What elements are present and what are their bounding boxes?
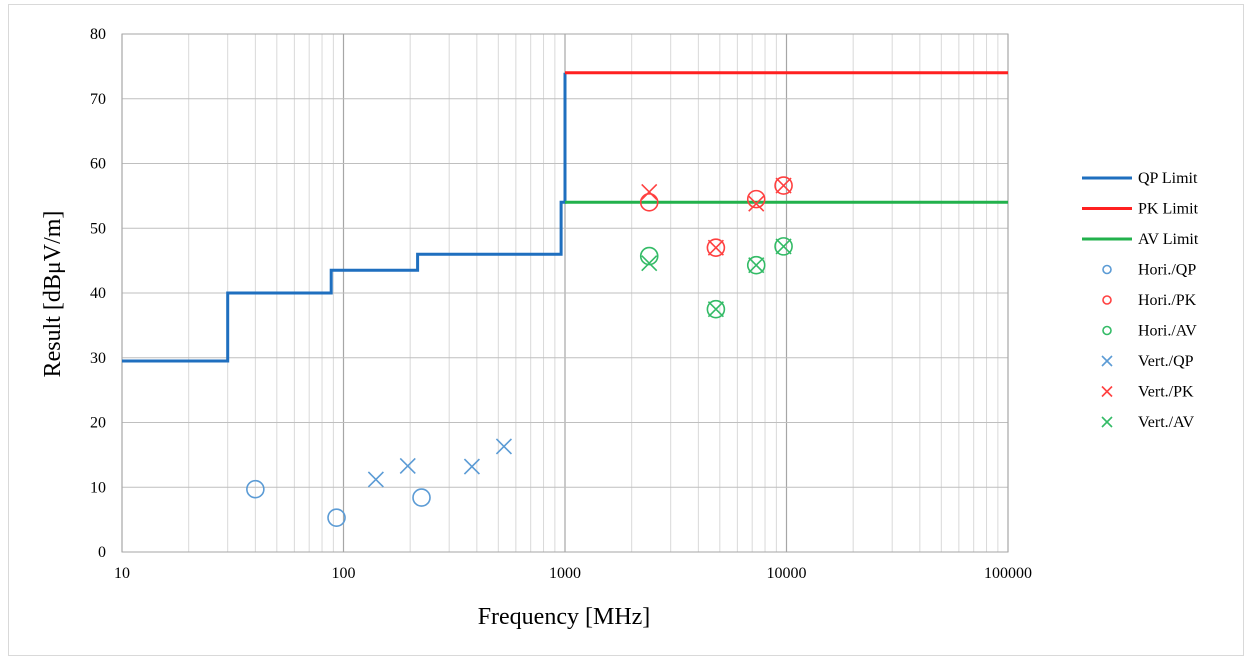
x-axis-title: Frequency [MHz] — [478, 604, 651, 630]
legend-marker-hori-pk — [1102, 295, 1112, 305]
y-tick-label: 10 — [90, 479, 106, 496]
vert-pk-point — [707, 239, 724, 256]
x-tick-label: 10000 — [767, 565, 807, 582]
hori-qp-point — [246, 479, 265, 499]
vert-pk-point — [641, 183, 658, 201]
legend-label: Vert./QP — [1138, 353, 1194, 370]
vert-pk-point-stroke — [748, 195, 765, 212]
data-points — [246, 176, 793, 527]
legend-label: PK Limit — [1138, 201, 1199, 218]
hori-qp-point — [327, 508, 346, 527]
x-tick-label: 10 — [114, 565, 130, 582]
y-axis-title: Result [dBμV/m] — [40, 211, 66, 378]
legend-label: QP Limit — [1138, 170, 1198, 187]
vert-qp-point-stroke — [399, 457, 416, 474]
legend-marker-vert-pk-stroke — [1101, 385, 1113, 398]
vert-qp-point — [399, 457, 416, 474]
y-tick-label: 50 — [90, 220, 106, 237]
plot-area-border — [121, 33, 1009, 553]
hori-av-point — [639, 246, 659, 266]
vert-pk-point-stroke — [775, 177, 792, 194]
vert-qp-point-stroke — [367, 471, 384, 488]
y-tick-label: 40 — [90, 285, 106, 302]
legend-label: Vert./AV — [1138, 414, 1195, 431]
legend-label: Hori./QP — [1138, 262, 1196, 279]
x-tick-label: 100000 — [984, 565, 1032, 582]
vert-av-point — [641, 255, 658, 272]
legend-label: Hori./PK — [1138, 292, 1197, 309]
legend-label: Vert./PK — [1138, 384, 1194, 401]
hori-pk-point — [746, 189, 766, 209]
y-tick-label: 70 — [90, 91, 106, 108]
y-tick-label: 80 — [90, 26, 106, 43]
legend-marker-hori-av — [1102, 325, 1112, 336]
y-tick-label: 30 — [90, 350, 106, 367]
hori-pk-point — [706, 238, 726, 257]
legend: QP Limit PK Limit AV Limit Hori./QP Hori./PK… — [1082, 170, 1199, 431]
legend-label: AV Limit — [1138, 231, 1199, 248]
vert-av-point — [748, 257, 765, 274]
legend-marker-vert-pk — [1101, 385, 1113, 398]
limit-lines — [122, 71, 1008, 363]
vert-av-point-stroke — [641, 255, 658, 272]
y-tick-label: 60 — [90, 156, 106, 173]
vert-av-point — [707, 301, 724, 318]
hori-av-point — [774, 237, 793, 256]
vert-qp-point-stroke — [495, 438, 512, 455]
legend-marker-vert-qp-stroke — [1101, 355, 1113, 367]
vert-av-point-stroke — [775, 238, 792, 255]
vert-qp-point — [367, 471, 384, 488]
y-tick-label: 0 — [98, 544, 106, 561]
legend-marker-vert-av-stroke — [1101, 416, 1113, 428]
hori-av-point — [746, 255, 766, 275]
vert-qp-point-stroke — [463, 458, 480, 475]
y-tick-label: 20 — [90, 415, 106, 432]
qp-limit-line — [122, 72, 567, 363]
vert-av-point-stroke — [748, 257, 765, 274]
hori-qp-point — [412, 488, 431, 507]
legend-marker-hori-qp — [1102, 264, 1112, 275]
vert-qp-point — [463, 458, 480, 475]
tick-labels: 10 100 1000 10000 100000 0 10 20 30 40 50 60 70 80 — [90, 26, 1032, 582]
legend-marker-vert-qp — [1101, 355, 1113, 367]
hori-pk-point — [774, 176, 793, 195]
legend-marker-vert-av — [1101, 416, 1113, 428]
vert-av-point — [775, 238, 792, 255]
hori-pk-point — [639, 193, 659, 212]
x-tick-label: 1000 — [549, 565, 581, 582]
vert-pk-point — [748, 195, 765, 212]
legend-label: Hori./AV — [1138, 323, 1197, 340]
hori-av-point — [706, 299, 726, 319]
vert-pk-point-stroke — [707, 239, 724, 256]
vert-pk-point — [775, 177, 792, 194]
vert-av-point-stroke — [707, 301, 724, 318]
chart-frame — [8, 4, 1244, 656]
vert-pk-point-stroke — [641, 183, 658, 201]
vert-qp-point — [495, 438, 512, 455]
x-tick-label: 100 — [332, 565, 356, 582]
